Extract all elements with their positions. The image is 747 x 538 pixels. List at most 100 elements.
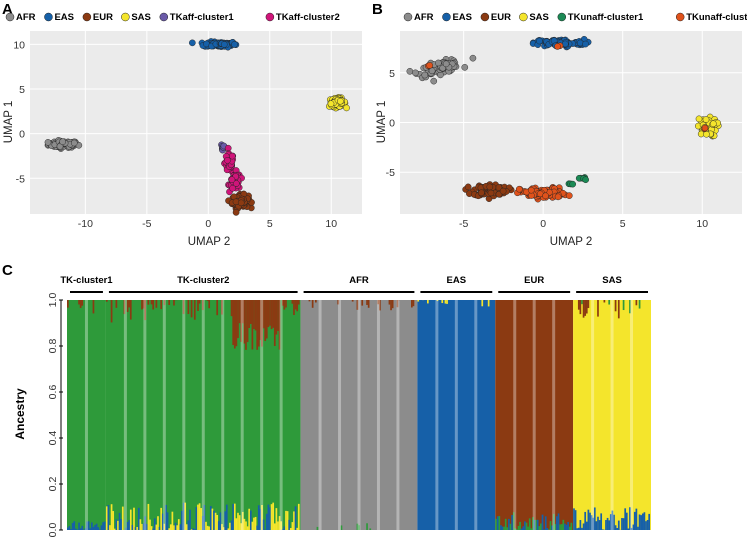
ancestry-segment	[600, 513, 603, 530]
ancestry-segment	[579, 300, 582, 315]
ancestry-segment	[638, 300, 641, 309]
ancestry-segment	[241, 511, 244, 530]
ancestry-segment	[503, 526, 505, 530]
series-eas	[529, 35, 592, 51]
ancestry-segment	[153, 518, 156, 530]
point	[703, 130, 710, 138]
legend-label: TKaff-cluster2	[276, 12, 340, 23]
ancestry-segment	[500, 525, 502, 530]
ancestry-segment	[584, 511, 587, 530]
ancestry-segment	[217, 521, 220, 530]
y-tick-label: 0.8	[47, 339, 59, 354]
ancestry-segment	[528, 518, 531, 530]
legend-swatch	[5, 12, 15, 22]
ancestry-segment	[613, 514, 615, 530]
ancestry-segment	[75, 528, 77, 530]
ancestry-segment	[417, 300, 420, 302]
ancestry-segment	[198, 503, 201, 530]
ancestry-segment	[552, 513, 555, 530]
population-separator	[630, 300, 634, 530]
ancestry-segment	[232, 300, 235, 346]
point	[461, 64, 469, 71]
ancestry-segment	[645, 521, 647, 530]
y-tick-label: 0.4	[47, 431, 59, 446]
ancestry-segment	[129, 300, 132, 320]
ancestry-segment	[646, 519, 649, 530]
ancestry-segment	[277, 300, 279, 331]
ancestry-segment	[109, 525, 111, 530]
population-separator	[182, 300, 186, 530]
ancestry-segment	[251, 521, 254, 530]
ancestry-segment	[198, 300, 201, 304]
ancestry-segment	[396, 300, 399, 308]
group-label: EUR	[524, 275, 544, 286]
ancestry-segment	[249, 510, 252, 530]
ancestry-segment	[412, 300, 415, 307]
ancestry-segment	[89, 528, 92, 530]
ancestry-segment	[160, 507, 163, 530]
ancestry-segment	[627, 528, 630, 530]
ancestry-segment	[92, 526, 95, 530]
ancestry-segment	[144, 516, 147, 530]
x-tick-label: 10	[696, 218, 708, 230]
y-tick-label: 0.0	[47, 523, 59, 538]
ancestry-segment	[311, 300, 314, 308]
ancestry-segment	[554, 524, 557, 530]
group-afr	[300, 300, 418, 530]
ancestry-segment	[249, 300, 252, 324]
ancestry-segment	[509, 523, 512, 530]
ancestry-segment	[316, 526, 319, 530]
ancestry-segment	[230, 520, 233, 530]
ancestry-segment	[129, 509, 132, 530]
group-base	[105, 300, 301, 530]
group-label: SAS	[602, 275, 622, 286]
point	[582, 176, 589, 184]
ancestry-segment	[177, 519, 180, 530]
ancestry-segment	[527, 526, 529, 530]
point	[702, 116, 710, 123]
ancestry-segment	[225, 504, 228, 530]
population-separator	[532, 300, 536, 530]
ancestry-segment	[577, 527, 580, 530]
ancestry-segment	[617, 520, 620, 530]
ancestry-segment	[308, 300, 311, 302]
ancestry-segment	[388, 300, 391, 305]
ancestry-segment	[265, 300, 268, 339]
ancestry-segment	[240, 300, 243, 342]
ancestry-segment	[624, 508, 627, 530]
ancestry-segment	[213, 510, 215, 530]
umap-panel-a: -10 -5 0 5 10 -5 0 5 10 AFR EAS EUR SAS TKaff-cluste…	[3, 12, 362, 248]
point	[228, 176, 236, 183]
ancestry-segment	[506, 527, 509, 530]
ancestry-segment	[259, 300, 262, 341]
ancestry-segment	[587, 300, 590, 309]
ancestry-segment	[142, 523, 145, 530]
legend-swatch	[121, 12, 130, 22]
ancestry-segment	[516, 529, 518, 530]
ancestry-segment	[232, 503, 235, 530]
ancestry-segment	[243, 300, 246, 344]
ancestry-segment	[293, 300, 295, 316]
legend-label: EUR	[491, 12, 511, 23]
ancestry-segment	[297, 300, 300, 305]
ancestry-segment	[286, 511, 289, 530]
umap-panel-b: -5 0 5 10 -5 0 5 AFR EAS EUR SAS TKunaff-cluster1 T…	[376, 12, 747, 248]
ancestry-segment	[366, 523, 368, 530]
population-separator	[123, 300, 127, 530]
point	[232, 180, 240, 187]
point	[412, 69, 419, 77]
ancestry-segment	[168, 528, 171, 530]
group-base	[300, 300, 418, 530]
population-separator	[474, 300, 478, 530]
ancestry-segment	[597, 516, 599, 530]
panel-label-a: A	[2, 1, 13, 18]
x-tick-label: 0	[540, 218, 546, 230]
ancestry-segment	[570, 522, 573, 530]
ancestry-segment	[597, 300, 599, 317]
population-separator	[513, 300, 517, 530]
point	[435, 59, 442, 67]
ancestry-segment	[190, 300, 193, 318]
ancestry-segment	[157, 516, 159, 530]
ancestry-segment	[173, 300, 175, 306]
ancestry-segment	[269, 507, 271, 530]
